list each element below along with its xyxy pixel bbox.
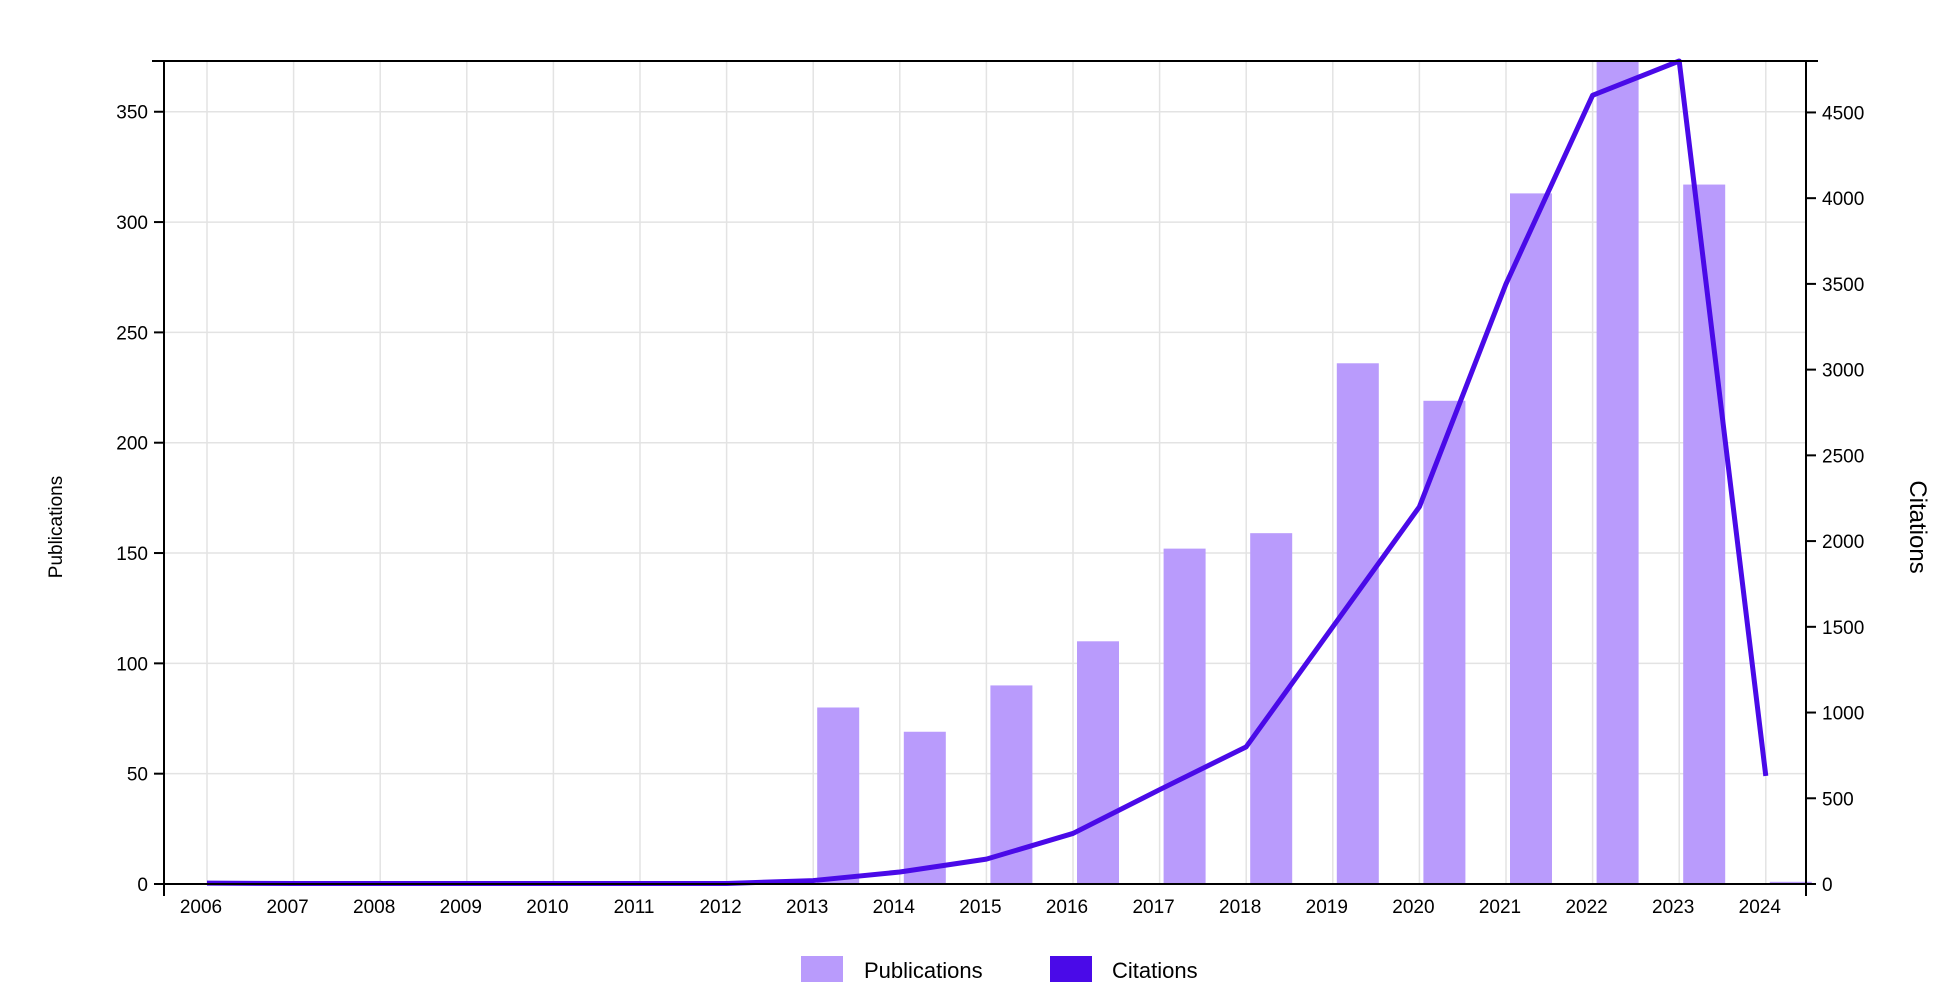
tick-label-x: 2019	[1306, 897, 1348, 918]
tick-label-right: 500	[1822, 789, 1854, 810]
tick-label-x: 2008	[353, 897, 395, 918]
publications-bars	[817, 61, 1812, 885]
tick-label-right: 2500	[1822, 446, 1864, 467]
bar-publications-2016	[1077, 641, 1119, 884]
tick-label-x: 2013	[786, 897, 828, 918]
tick-label-x: 2015	[959, 897, 1001, 918]
legend-label-citations: Citations	[1112, 958, 1198, 982]
legend-swatch-citations	[1050, 956, 1092, 982]
tick-label-x: 2022	[1565, 897, 1607, 918]
tick-labels: 0501001502002503003500500100015002000250…	[116, 103, 1864, 918]
tick-label-left: 250	[116, 323, 148, 344]
tick-label-right: 1500	[1822, 618, 1864, 639]
bar-publications-2020	[1423, 400, 1466, 884]
legend-swatch-publications	[801, 956, 843, 982]
tick-label-left: 300	[116, 213, 148, 234]
tick-label-x: 2016	[1046, 897, 1088, 918]
tick-label-x: 2017	[1132, 897, 1174, 918]
tick-label-x: 2012	[699, 897, 741, 918]
grid	[164, 61, 1806, 884]
tick-label-right: 1000	[1822, 704, 1864, 725]
tick-label-left: 100	[116, 654, 148, 675]
bar-publications-2021	[1510, 193, 1552, 885]
tick-label-x: 2014	[873, 897, 916, 918]
tick-label-left: 150	[116, 544, 148, 565]
bar-publications-2022	[1596, 61, 1639, 884]
tick-label-x: 2010	[526, 897, 568, 918]
tick-label-x: 2020	[1392, 897, 1434, 918]
tick-label-x: 2021	[1479, 897, 1521, 918]
tick-label-x: 2011	[614, 897, 655, 918]
tick-label-x: 2009	[440, 897, 482, 918]
bar-publications-2024	[1769, 881, 1812, 884]
tick-label-left: 50	[127, 765, 148, 786]
tick-label-right: 4500	[1822, 103, 1864, 124]
bar-publications-2019	[1336, 363, 1379, 884]
bar-publications-2013	[817, 707, 860, 884]
y-axis-right-title: Citations	[1904, 480, 1931, 573]
tick-label-left: 0	[137, 875, 148, 896]
bar-publications-2023	[1683, 184, 1726, 885]
tick-label-right: 2000	[1822, 532, 1864, 553]
bar-publications-2014	[903, 731, 946, 884]
tick-label-left: 200	[116, 434, 148, 455]
tick-label-right: 3000	[1822, 361, 1864, 382]
tick-label-x: 2006	[180, 897, 222, 918]
tick-label-right: 4000	[1822, 189, 1864, 210]
tick-label-x: 2024	[1739, 897, 1782, 918]
tick-label-right: 3500	[1822, 275, 1864, 296]
bar-publications-2017	[1163, 548, 1206, 884]
tick-label-x: 2007	[266, 897, 308, 918]
tick-label-right: 0	[1822, 875, 1833, 896]
legend-label-publications: Publications	[864, 958, 983, 982]
axes	[152, 60, 1818, 896]
tick-label-x: 2018	[1219, 897, 1261, 918]
tick-label-left: 350	[116, 103, 148, 124]
legend: Publications Citations	[801, 956, 1198, 982]
y-axis-left-title: Publications	[46, 476, 67, 578]
tick-label-x: 2023	[1652, 897, 1694, 918]
